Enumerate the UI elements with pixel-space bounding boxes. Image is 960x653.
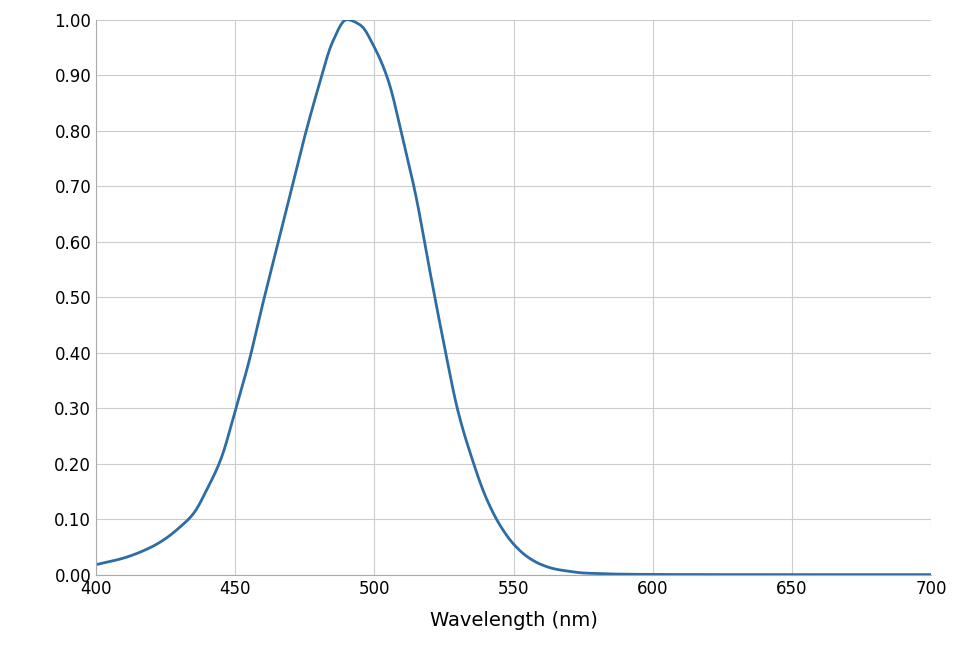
X-axis label: Wavelength (nm): Wavelength (nm) <box>430 611 597 630</box>
